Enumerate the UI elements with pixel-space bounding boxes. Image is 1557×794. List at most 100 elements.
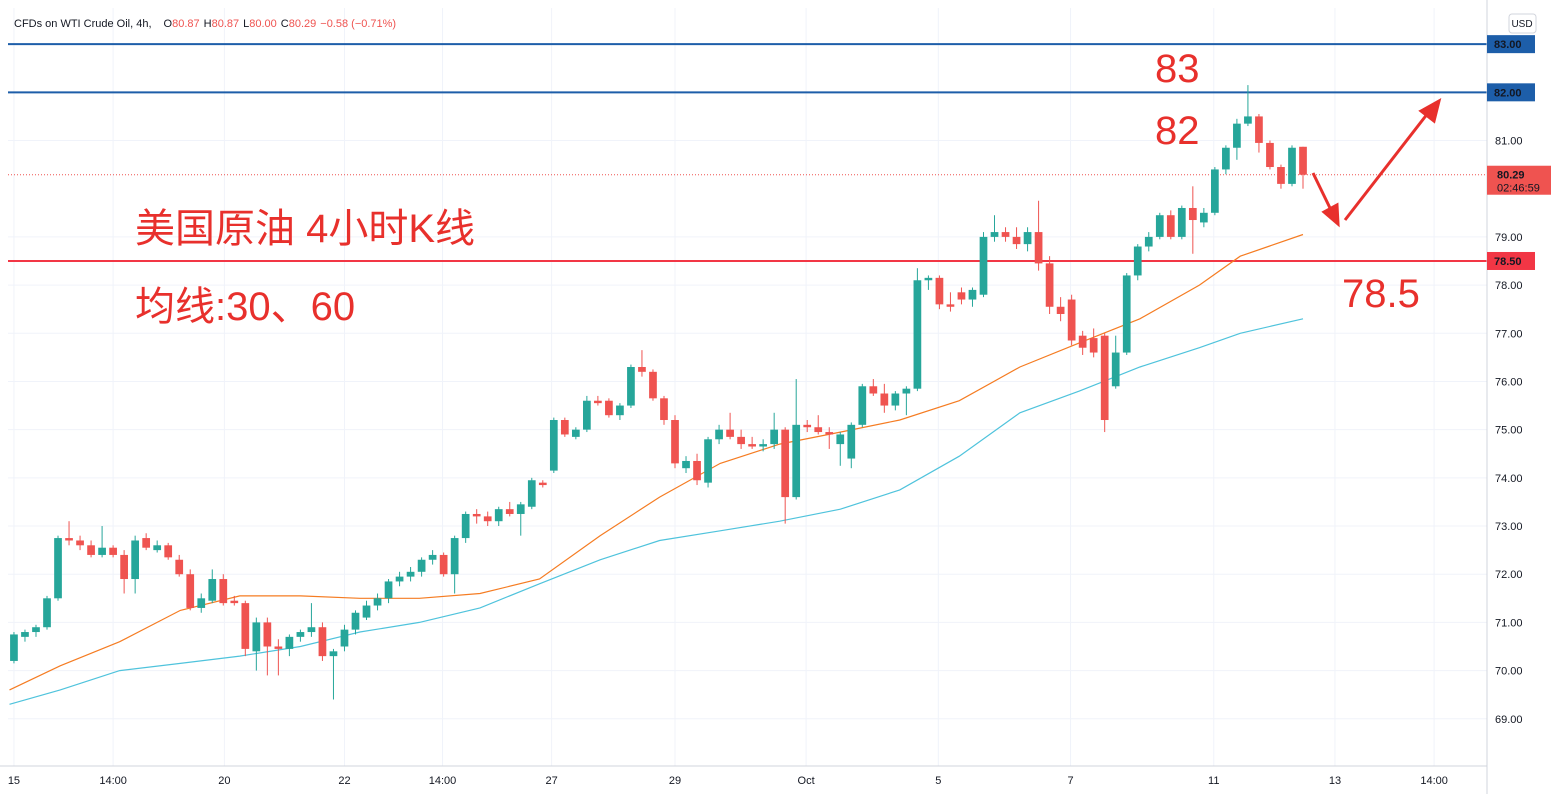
candle-body [208,579,217,601]
x-tick-label: 7 [1067,775,1073,787]
annotation: 82 [1155,109,1200,153]
y-tick-label: 81.00 [1495,136,1523,148]
candle-body [836,434,845,445]
candle-body [583,400,591,430]
candle-body [1188,207,1197,221]
candle-body [682,460,690,469]
arrow [1343,112,1430,221]
candle-body [693,460,701,481]
x-tick-label: 29 [669,775,681,787]
ohlc-key: H [204,18,212,30]
candle-body [748,444,756,447]
ohlc-value: 80.87 [212,18,240,30]
candle-body [340,629,349,647]
candle-body [627,367,635,406]
candle-body [560,420,569,435]
candle-body [891,393,900,406]
candle-body [1244,116,1252,124]
candle-body [483,516,492,522]
ohlc-value: 80.87 [172,18,200,30]
ohlc-key: C [281,18,289,30]
currency[interactable]: USD [1511,19,1532,30]
candle-body [472,513,481,517]
candle-body [65,538,73,541]
candle-body [197,598,206,608]
candle-body [913,280,922,389]
candle-body [825,432,834,435]
candle-body [737,436,745,445]
x-tick-label: 13 [1329,775,1341,787]
candle-body [1045,263,1054,307]
candle-body [1133,246,1142,276]
candle-body [924,277,933,281]
candle-body [241,603,250,649]
candle-body [1056,306,1065,314]
candle-body [660,398,668,421]
ohlc-key: O [164,18,173,30]
candle-body [1155,215,1164,237]
candle-body [1034,232,1043,264]
candle-body [1100,335,1109,421]
candle-body [880,393,889,406]
candle-body [704,439,712,483]
candle-body [1177,207,1186,237]
candle-body [781,429,790,498]
y-tick-label: 71.00 [1495,617,1523,629]
currency-box[interactable] [1508,13,1537,34]
candle-body [957,292,966,300]
candle-body [505,509,514,514]
x-tick-label: 14:00 [1420,775,1448,787]
candle-body [814,427,823,433]
ohlc-key: L [243,18,249,30]
candle-body [1122,275,1131,353]
x-tick-label: 15 [8,775,20,787]
candle-body [571,429,580,437]
candle-body [605,400,613,416]
y-tick-label: 78.00 [1495,280,1523,292]
candle-body [549,420,558,471]
candle-body [858,386,867,425]
candle-body [384,581,393,599]
candle-body [803,424,812,428]
x-tick-label: 22 [338,775,350,787]
candle-body [219,579,228,604]
candle-body [638,367,646,372]
change: −0.58 (−0.71%) [320,18,396,30]
ohlc-value: 80.00 [249,18,277,30]
level-label-box [1487,251,1535,270]
candle-body [10,634,18,661]
candle-body [1222,147,1230,170]
candle-body [847,424,856,459]
annotation: 78.5 [1342,272,1420,316]
candle-body [946,304,955,307]
candle-body [616,405,624,416]
legend-header: CFDs on WTI Crude Oil, 4h, O80.87 H80.87 L8… [14,18,396,30]
candle-body [1199,212,1208,223]
candle-body [131,540,139,580]
candle-body [318,627,327,657]
candle-body [351,612,360,630]
candle-body [362,605,371,618]
y-tick-label: 73.00 [1495,521,1523,533]
candle-body [649,371,657,399]
grid [8,8,1487,766]
arrows [1311,98,1442,228]
last-price-label: 80.29 [1497,170,1525,182]
candle-body [285,636,294,649]
candle-body [186,574,195,608]
candle-body [726,429,734,437]
candle-body [1144,236,1153,247]
candle-body [98,547,106,555]
candle-body [21,632,29,637]
candle-body [527,480,536,507]
candle-body [274,646,283,649]
candle-body [1277,167,1285,184]
candle-body [1012,236,1021,245]
candle-body [1089,338,1098,353]
candle-body [54,538,62,599]
candle-body [417,559,426,572]
candle-body [494,509,503,522]
candle-body [1166,215,1175,237]
candle-body [671,420,679,464]
candle-body [759,444,768,447]
